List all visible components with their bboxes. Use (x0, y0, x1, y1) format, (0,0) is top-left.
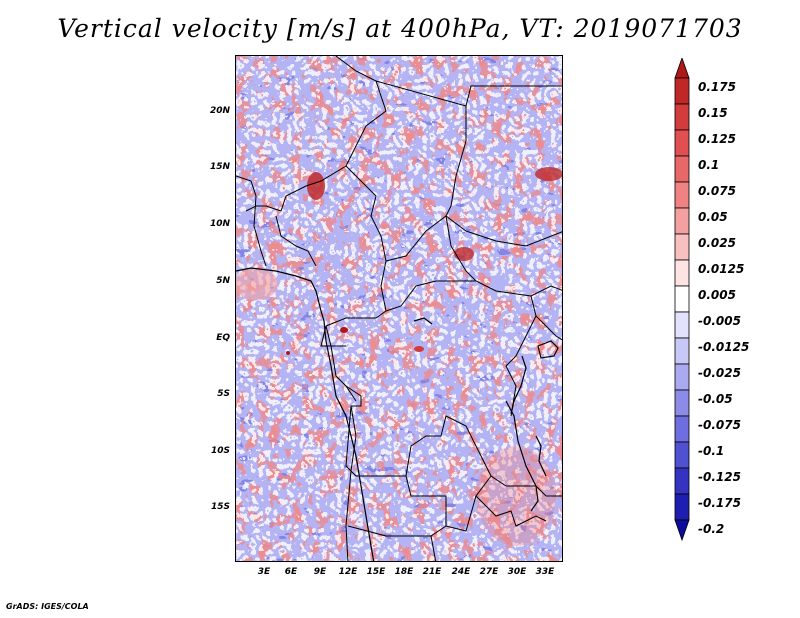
colorbar-label: -0.05 (698, 392, 733, 406)
lon-label-3e: 3E (257, 567, 271, 577)
colorbar-segment (674, 415, 690, 443)
map-panel (235, 55, 563, 562)
vertical-velocity-field (236, 56, 562, 561)
colorbar-label: -0.1 (698, 444, 725, 458)
colorbar-label: 0.0125 (698, 262, 745, 276)
colorbar-segment (674, 103, 690, 131)
lat-label-15n: 15N (209, 162, 230, 172)
colorbar-segment (674, 259, 690, 287)
colorbar-label: -0.0125 (698, 340, 750, 354)
colorbar-label: 0.005 (698, 288, 736, 302)
colorbar-segment (674, 285, 690, 313)
chart-title: Vertical velocity [m/s] at 400hPa, VT: 2… (57, 14, 743, 43)
lon-label-33e: 33E (535, 567, 555, 577)
colorbar-segment (674, 363, 690, 391)
colorbar-top-arrow (674, 58, 690, 79)
colorbar-segment (674, 311, 690, 339)
colorbar-segment (674, 181, 690, 209)
lat-label-15s: 15S (210, 502, 230, 512)
colorbar-bottom-arrow (674, 519, 690, 542)
colorbar-segment (674, 467, 690, 495)
colorbar-label: 0.1 (698, 158, 720, 172)
lon-label-12e: 12E (338, 567, 358, 577)
colorbar-segment (674, 129, 690, 157)
lat-label-5s: 5S (217, 389, 230, 399)
lakes (413, 317, 559, 512)
lat-label-5n: 5N (216, 276, 230, 286)
colorbar-label: 0.175 (698, 80, 736, 94)
lat-label-eq: EQ (216, 333, 230, 343)
credit-text: GrADS: IGES/COLA (6, 602, 89, 611)
colorbar-label: -0.005 (698, 314, 741, 328)
lon-label-21e: 21E (422, 567, 442, 577)
colorbar-segment (674, 441, 690, 469)
colorbar-segment (674, 337, 690, 365)
colorbar-label: -0.175 (698, 496, 741, 510)
lon-label-18e: 18E (394, 567, 414, 577)
colorbar-label: -0.2 (698, 522, 725, 536)
lon-label-24e: 24E (451, 567, 471, 577)
colorbar-label: 0.15 (698, 106, 728, 120)
colorbar-label: -0.075 (698, 418, 741, 432)
colorbar-label: 0.075 (698, 184, 736, 198)
lon-label-15e: 15E (366, 567, 386, 577)
colorbar-label: -0.025 (698, 366, 741, 380)
colorbar-label: 0.025 (698, 236, 736, 250)
strong-updraft-cells (236, 167, 562, 546)
lon-label-6e: 6E (284, 567, 298, 577)
colorbar-segment (674, 207, 690, 235)
colorbar-label: -0.125 (698, 470, 741, 484)
lon-label-30e: 30E (507, 567, 527, 577)
lat-label-10s: 10S (210, 446, 230, 456)
colorbar-label: 0.125 (698, 132, 736, 146)
colorbar-segment (674, 155, 690, 183)
colorbar-segment (674, 389, 690, 417)
colorbar (674, 58, 690, 542)
colorbar-segment (674, 493, 690, 521)
colorbar-segment (674, 233, 690, 261)
lat-label-20n: 20N (209, 106, 230, 116)
colorbar-segment (674, 77, 690, 105)
coastline (236, 267, 375, 561)
country-borders (236, 56, 562, 561)
lon-label-9e: 9E (313, 567, 327, 577)
lon-label-27e: 27E (479, 567, 499, 577)
colorbar-label: 0.05 (698, 210, 728, 224)
lat-label-10n: 10N (209, 219, 230, 229)
